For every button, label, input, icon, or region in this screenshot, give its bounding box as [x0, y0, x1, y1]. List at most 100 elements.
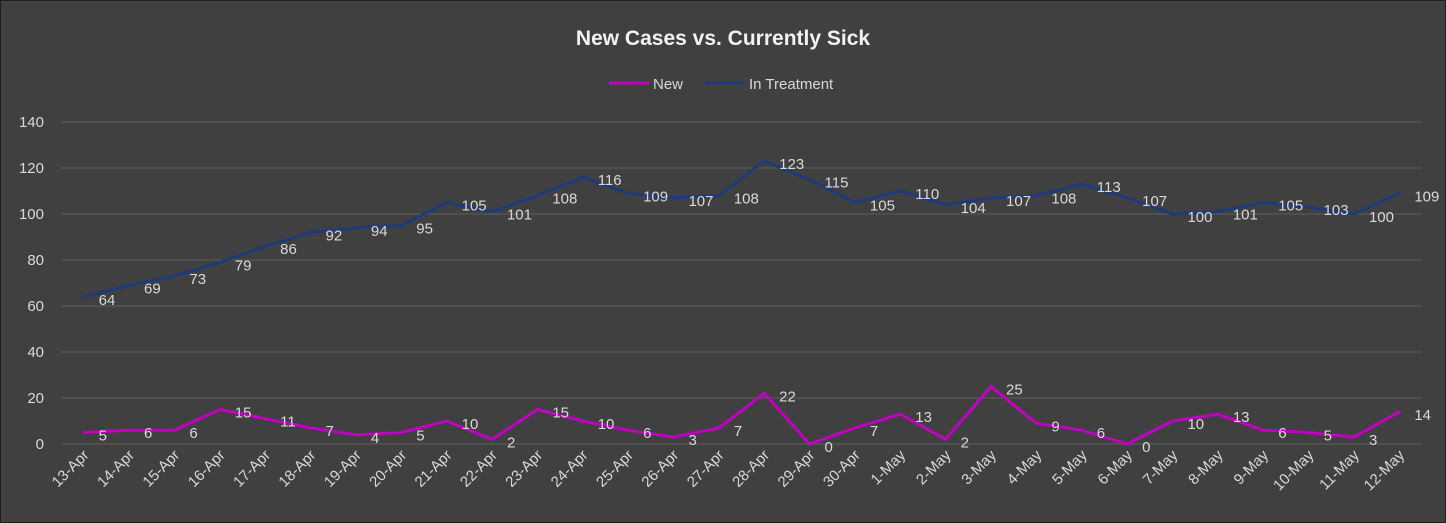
data-point-in-treatment: [989, 196, 993, 200]
data-label-in-treatment: 108: [734, 191, 759, 208]
data-label-in-treatment: 110: [915, 186, 939, 203]
data-label-new: 13: [915, 409, 932, 426]
data-point-new: [1261, 428, 1265, 432]
data-point-new: [1125, 442, 1129, 446]
data-point-new: [1034, 421, 1038, 425]
data-point-new: [172, 428, 176, 432]
data-point-new: [1080, 428, 1084, 432]
data-label-in-treatment: 105: [462, 198, 487, 215]
x-tick-label: 1-May: [868, 446, 910, 488]
data-point-new: [218, 408, 222, 411]
data-point-new: [717, 426, 721, 430]
data-label-new: 6: [643, 425, 651, 442]
data-point-in-treatment: [808, 178, 812, 181]
data-label-in-treatment: 113: [1097, 179, 1121, 196]
x-tick-label: 20-Apr: [366, 447, 410, 491]
x-tick-label: 6-May: [1094, 446, 1136, 488]
data-label-new: 7: [326, 423, 334, 440]
data-label-new: 7: [870, 423, 878, 440]
data-point-in-treatment: [581, 175, 585, 179]
x-axis: 13-Apr 14-Apr 15-Apr 16-Apr 17-Apr 18-Apr 19-A…: [49, 446, 1409, 494]
data-label-in-treatment: 108: [1051, 191, 1076, 208]
data-point-new: [671, 435, 675, 439]
series: [82, 159, 1401, 446]
x-tick-label: 3-May: [958, 446, 1000, 488]
data-point-in-treatment: [399, 224, 403, 227]
data-label-new: 15: [552, 405, 569, 422]
y-tick-label: 60: [27, 298, 44, 315]
data-point-in-treatment: [626, 191, 630, 195]
data-label-in-treatment: 116: [598, 172, 622, 189]
data-point-new: [626, 428, 630, 432]
data-point-in-treatment: [762, 159, 766, 163]
data-label-new: 2: [507, 434, 515, 451]
data-label-new: 6: [1278, 425, 1286, 442]
y-tick-label: 80: [27, 252, 44, 269]
x-tick-label: 16-Apr: [185, 447, 229, 491]
data-point-in-treatment: [309, 230, 313, 234]
data-point-new: [898, 412, 902, 416]
x-tick-label: 19-Apr: [321, 447, 365, 491]
data-label-in-treatment: 79: [235, 257, 252, 274]
data-label-in-treatment: 103: [1324, 202, 1349, 219]
data-label-in-treatment: 107: [688, 193, 713, 210]
data-label-new: 13: [1233, 409, 1250, 426]
x-tick-label: 29-Apr: [775, 447, 819, 491]
data-label-new: 9: [1051, 418, 1059, 435]
data-label-new: 14: [1414, 407, 1431, 424]
data-labels: 5 6 6 15 11 7 4 5 10 2 15 10 6 3 7 22 0 7 13 2 25 9 6 0 10 13 6 5 3 1…: [99, 156, 1440, 456]
x-tick-label: 22-Apr: [457, 447, 501, 491]
y-tick-label: 0: [36, 436, 44, 453]
data-point-new: [263, 417, 267, 421]
data-point-new: [808, 442, 812, 446]
data-label-in-treatment: 107: [1142, 193, 1167, 210]
data-label-new: 4: [371, 430, 379, 447]
data-label-new: 5: [99, 428, 107, 445]
data-point-new: [535, 408, 539, 411]
data-point-new: [309, 426, 313, 430]
data-point-new: [1170, 419, 1174, 423]
data-label-new: 5: [1324, 428, 1332, 445]
data-point-in-treatment: [1261, 201, 1265, 204]
y-tick-label: 120: [19, 160, 44, 177]
data-point-new: [989, 385, 993, 388]
data-point-in-treatment: [354, 226, 358, 230]
data-label-new: 10: [598, 416, 615, 433]
x-tick-label: 2-May: [913, 446, 955, 488]
y-tick-label: 40: [27, 344, 44, 361]
data-point-in-treatment: [944, 203, 948, 207]
data-label-in-treatment: 108: [552, 191, 577, 208]
x-tick-label: 21-Apr: [412, 447, 456, 491]
data-label-in-treatment: 105: [870, 198, 895, 215]
data-point-in-treatment: [1125, 196, 1129, 200]
data-point-in-treatment: [717, 194, 721, 198]
data-label-new: 6: [1097, 425, 1105, 442]
data-point-in-treatment: [1307, 205, 1311, 209]
x-tick-label: 8-May: [1185, 446, 1227, 488]
y-tick-label: 100: [19, 206, 44, 223]
y-tick-label: 20: [27, 390, 44, 407]
y-axis: 0 20 40 60 80 100 120 140: [19, 114, 44, 453]
data-label-new: 0: [1142, 439, 1150, 456]
data-label-new: 22: [779, 388, 796, 405]
y-tick-label: 140: [19, 114, 44, 131]
legend-label-in-treatment: In Treatment: [749, 76, 834, 93]
data-point-in-treatment: [898, 189, 902, 193]
data-point-in-treatment: [218, 260, 222, 264]
legend: New In Treatment: [609, 76, 834, 93]
data-label-new: 3: [688, 432, 696, 449]
data-point-new: [944, 437, 948, 441]
data-label-new: 5: [416, 428, 424, 445]
data-point-in-treatment: [127, 283, 131, 287]
data-label-in-treatment: 73: [189, 271, 206, 288]
data-label-in-treatment: 64: [99, 292, 116, 309]
data-label-in-treatment: 95: [416, 221, 433, 238]
data-label-in-treatment: 100: [1369, 209, 1394, 226]
data-label-in-treatment: 104: [961, 200, 986, 217]
data-point-new: [1397, 410, 1401, 414]
data-point-new: [445, 419, 449, 423]
data-point-new: [354, 433, 358, 437]
data-label-in-treatment: 123: [779, 156, 804, 173]
